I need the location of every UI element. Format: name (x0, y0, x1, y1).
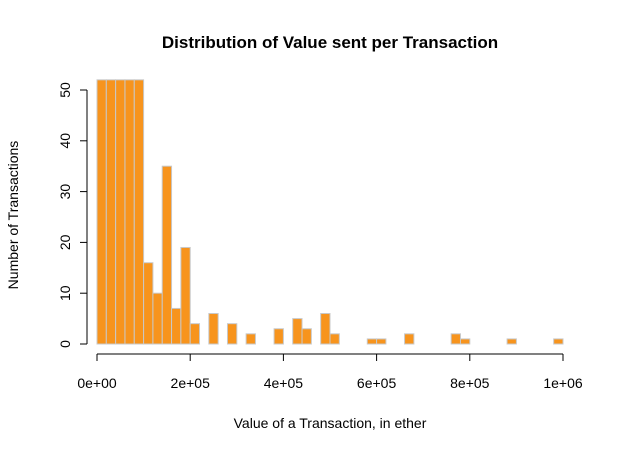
histogram-bar (226, 323, 238, 345)
histogram-bar (171, 307, 182, 345)
x-tick-label: 2e+05 (171, 375, 211, 391)
histogram-bar (124, 79, 135, 345)
x-tick-label: 0e+00 (77, 375, 117, 391)
x-tick-label: 4e+05 (264, 375, 304, 391)
x-tick-label: 6e+05 (357, 375, 397, 391)
y-tick-label: 50 (57, 82, 73, 98)
x-axis-title: Value of a Transaction, in ether (234, 415, 427, 431)
histogram-bar (161, 165, 173, 345)
y-tick-label: 20 (57, 234, 73, 250)
y-tick-label: 40 (57, 133, 73, 149)
histogram-bar (245, 333, 256, 345)
histogram-bar (376, 338, 387, 345)
histogram-bar (553, 338, 564, 345)
histogram-bar (273, 328, 284, 345)
histogram-bar (208, 313, 219, 345)
histogram-bar (450, 333, 461, 345)
y-axis: 0 10 20 30 40 50 (57, 82, 88, 348)
histogram-bar (301, 328, 312, 345)
histogram-bar (506, 338, 517, 345)
histogram-bar (189, 323, 201, 345)
histogram-bar (292, 318, 303, 345)
chart-title: Distribution of Value sent per Transacti… (162, 33, 498, 52)
y-tick-label: 30 (57, 184, 73, 200)
histogram-bar (152, 292, 163, 345)
x-axis: 0e+00 2e+05 4e+05 6e+05 8e+05 1e+06 (77, 353, 583, 391)
x-tick-label: 8e+05 (450, 375, 490, 391)
histogram-bar (404, 333, 415, 345)
y-axis-title: Number of Transactions (5, 141, 21, 290)
y-tick-label: 0 (57, 340, 73, 348)
histogram-bar (133, 79, 145, 345)
histogram-bar (366, 338, 378, 345)
bars-group (96, 79, 564, 345)
histogram-bar (96, 79, 107, 345)
histogram-bar (320, 313, 331, 345)
histogram-bar (459, 338, 471, 345)
histogram-bar (105, 79, 117, 345)
histogram-bar (115, 79, 126, 345)
x-tick-label: 1e+06 (543, 375, 583, 391)
histogram-bar (143, 262, 154, 345)
histogram-bar (329, 333, 340, 345)
y-tick-label: 10 (57, 285, 73, 301)
histogram-bar (180, 246, 191, 345)
